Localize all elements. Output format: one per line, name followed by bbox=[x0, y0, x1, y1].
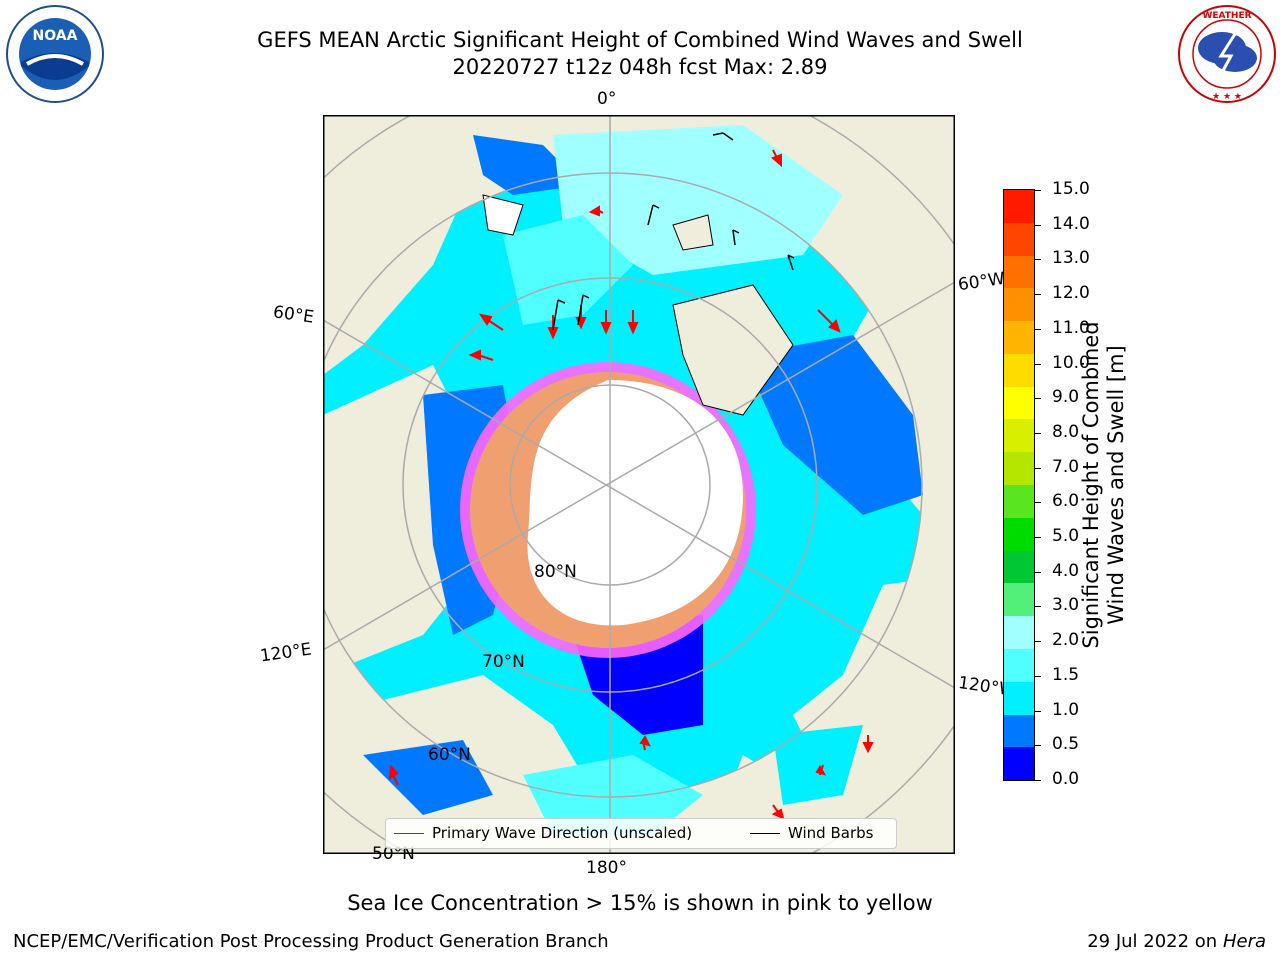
sea-ice-note: Sea Ice Concentration > 15% is shown in … bbox=[347, 891, 933, 915]
colorbar-label-line1: Significant Height of Combined bbox=[1079, 321, 1103, 649]
colorbar-segment bbox=[1004, 616, 1034, 649]
title-line2: 20220727 t12z 048h fcst Max: 2.89 bbox=[452, 55, 828, 79]
title-line1: GEFS MEAN Arctic Significant Height of C… bbox=[257, 28, 1023, 52]
colorbar-tick-mark bbox=[1035, 780, 1041, 781]
colorbar bbox=[1003, 189, 1035, 781]
colorbar-tick-label: 12.0 bbox=[1052, 283, 1090, 304]
colorbar-tick-label: 3.0 bbox=[1052, 595, 1080, 616]
graticule bbox=[323, 115, 955, 854]
colorbar-tick-label: 0.5 bbox=[1052, 734, 1080, 755]
lon-label-0: 0° bbox=[597, 89, 617, 109]
colorbar-tick-label: 11.0 bbox=[1052, 317, 1090, 338]
colorbar-segment bbox=[1004, 386, 1034, 420]
footer-host: Hera bbox=[1222, 931, 1266, 952]
colorbar-tick-label: 2.0 bbox=[1052, 630, 1080, 651]
colorbar-tick-mark bbox=[1035, 328, 1041, 330]
colorbar-segment bbox=[1004, 485, 1034, 518]
colorbar-tick-mark bbox=[1035, 675, 1041, 677]
colorbar-tick-label: 6.0 bbox=[1052, 491, 1080, 512]
colorbar-tick-label: 13.0 bbox=[1052, 248, 1090, 269]
footer-date: 29 Jul 2022 on bbox=[1087, 931, 1223, 952]
lon-label-120e: 120°E bbox=[258, 639, 313, 667]
colorbar-segment bbox=[1004, 288, 1034, 322]
colorbar-segment bbox=[1004, 353, 1034, 387]
colorbar-segment bbox=[1004, 681, 1034, 715]
colorbar-segment bbox=[1004, 452, 1034, 486]
colorbar-segment bbox=[1004, 550, 1034, 584]
colorbar-segment bbox=[1004, 714, 1034, 748]
noaa-logo: NOAA bbox=[6, 5, 104, 103]
lat-label-50n: 50°N bbox=[372, 844, 415, 864]
lat-label-80n: 80°N bbox=[534, 562, 577, 582]
colorbar-tick-mark bbox=[1035, 363, 1041, 365]
colorbar-label-line2: Wind Waves and Swell [m] bbox=[1104, 345, 1128, 625]
footer-right: 29 Jul 2022 on Hera bbox=[1087, 931, 1266, 952]
svg-text:★ ★ ★: ★ ★ ★ bbox=[1212, 92, 1242, 102]
lon-label-180: 180° bbox=[586, 858, 627, 878]
colorbar-tick-label: 5.0 bbox=[1052, 526, 1080, 547]
colorbar-tick-mark bbox=[1035, 224, 1041, 226]
colorbar-tick-mark bbox=[1035, 467, 1041, 469]
wave-direction-arrows bbox=[388, 149, 874, 820]
colorbar-segment bbox=[1004, 419, 1034, 453]
colorbar-tick-mark bbox=[1035, 606, 1041, 608]
wind-barb-legend-line bbox=[750, 832, 780, 834]
wave-direction-legend-label: Primary Wave Direction (unscaled) bbox=[432, 824, 693, 842]
colorbar-tick-mark bbox=[1035, 571, 1041, 573]
colorbar-tick-mark bbox=[1035, 641, 1041, 643]
colorbar-tick-mark bbox=[1035, 190, 1041, 191]
colorbar-segment bbox=[1004, 190, 1034, 223]
colorbar-tick-label: 1.5 bbox=[1052, 664, 1080, 685]
colorbar-tick-mark bbox=[1035, 710, 1041, 712]
lat-label-70n: 70°N bbox=[482, 652, 525, 672]
colorbar-segment bbox=[1004, 747, 1034, 781]
colorbar-segment bbox=[1004, 255, 1034, 289]
wind-barbs bbox=[552, 132, 795, 331]
colorbar-tick-mark bbox=[1035, 294, 1041, 296]
colorbar-tick-label: 14.0 bbox=[1052, 213, 1090, 234]
colorbar-tick-mark bbox=[1035, 432, 1041, 434]
colorbar-tick-mark bbox=[1035, 537, 1041, 539]
colorbar-tick-label: 1.0 bbox=[1052, 699, 1080, 720]
wind-barb-legend-label: Wind Barbs bbox=[788, 824, 874, 842]
colorbar-tick-mark bbox=[1035, 502, 1041, 504]
colorbar-segment bbox=[1004, 648, 1034, 682]
colorbar-tick-label: 7.0 bbox=[1052, 456, 1080, 477]
colorbar-segment bbox=[1004, 321, 1034, 354]
colorbar-segment bbox=[1004, 222, 1034, 256]
lon-label-60e: 60°E bbox=[271, 302, 316, 328]
colorbar-tick-label: 9.0 bbox=[1052, 387, 1080, 408]
colorbar-tick-mark bbox=[1035, 398, 1041, 400]
colorbar-tick-label: 0.0 bbox=[1052, 769, 1080, 789]
colorbar-tick-label: 8.0 bbox=[1052, 421, 1080, 442]
map-legend: Primary Wave Direction (unscaled) Wind B… bbox=[385, 818, 897, 849]
wave-direction-legend-line bbox=[394, 832, 424, 834]
colorbar-segment bbox=[1004, 583, 1034, 617]
footer-left: NCEP/EMC/Verification Post Processing Pr… bbox=[13, 931, 609, 952]
colorbar-tick-label: 4.0 bbox=[1052, 560, 1080, 581]
colorbar-tick-label: 15.0 bbox=[1052, 179, 1090, 199]
colorbar-tick-label: 10.0 bbox=[1052, 352, 1090, 373]
colorbar-tick-mark bbox=[1035, 259, 1041, 261]
nws-logo: WEATHER ★ ★ ★ bbox=[1178, 5, 1276, 103]
svg-text:NOAA: NOAA bbox=[33, 28, 78, 44]
polar-map bbox=[323, 115, 955, 854]
colorbar-tick-mark bbox=[1035, 745, 1041, 747]
colorbar-segment bbox=[1004, 517, 1034, 551]
lat-label-60n: 60°N bbox=[428, 745, 471, 765]
lon-label-60w: 60°W bbox=[956, 268, 1007, 296]
svg-text:WEATHER: WEATHER bbox=[1202, 11, 1251, 21]
